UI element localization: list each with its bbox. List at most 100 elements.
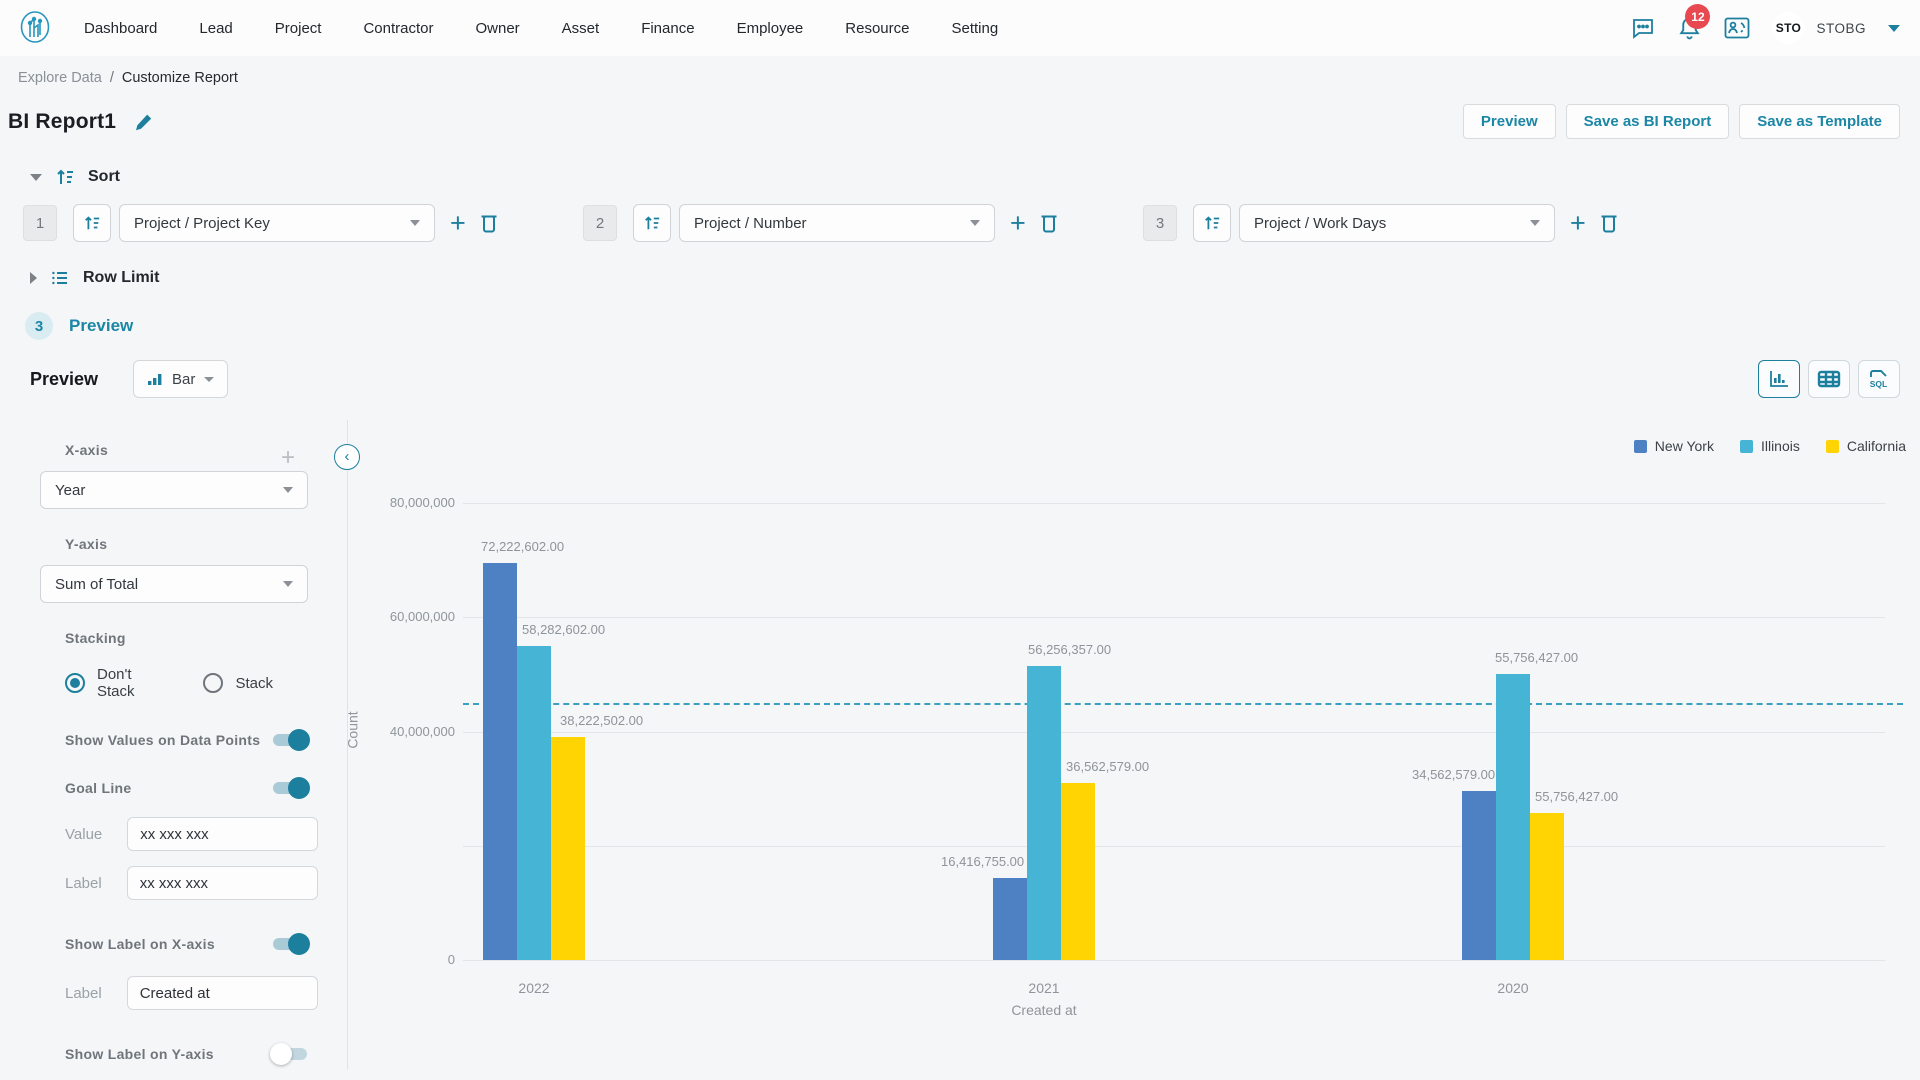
panel-collapse-button[interactable]: ‹ [334, 444, 360, 470]
bar-value-label: 55,756,427.00 [1495, 650, 1579, 666]
step-number-badge: 3 [25, 312, 53, 340]
sql-view-button[interactable]: SQL [1858, 360, 1900, 398]
table-view-button[interactable] [1808, 360, 1850, 398]
chat-icon[interactable] [1631, 16, 1655, 40]
radio-stack[interactable] [203, 673, 224, 693]
notifications-bell-icon[interactable]: 12 [1677, 4, 1711, 41]
save-template-button[interactable]: Save as Template [1739, 104, 1900, 139]
show-values-toggle[interactable] [273, 729, 310, 751]
user-menu-caret-icon[interactable] [1888, 24, 1900, 32]
nav-item-owner[interactable]: Owner [475, 19, 520, 37]
sort-row: 1 Project / Project Key + [23, 204, 583, 242]
save-bi-report-button[interactable]: Save as BI Report [1565, 104, 1730, 139]
sql-view-icon: SQL [1870, 370, 1887, 389]
nav-item-lead[interactable]: Lead [199, 19, 233, 37]
add-sort-button[interactable]: + [1010, 208, 1026, 238]
x-axis-select[interactable]: Year [40, 471, 308, 509]
legend-item-california[interactable]: California [1825, 438, 1906, 454]
y-axis-select-caret-icon [283, 581, 293, 587]
bar-illinois-2021[interactable] [1027, 665, 1061, 960]
breadcrumb-parent[interactable]: Explore Data [18, 70, 102, 86]
delete-sort-button[interactable] [479, 212, 499, 234]
show-label-y-toggle[interactable] [270, 1043, 307, 1065]
sort-order-badge: 1 [23, 205, 57, 241]
goal-line-label: Goal Line [65, 780, 132, 796]
x-axis-title: Created at [1011, 1002, 1077, 1018]
sort-row: 2 Project / Number + [583, 204, 1143, 242]
edit-title-pencil-icon[interactable] [134, 112, 154, 132]
legend-item-illinois[interactable]: Illinois [1739, 438, 1800, 454]
y-axis-value: Sum of Total [55, 575, 139, 593]
sort-direction-button[interactable] [1193, 204, 1231, 242]
user-name: STOBG [1816, 20, 1866, 36]
y-axis-select[interactable]: Sum of Total [40, 565, 308, 603]
y-tick-label: 60,000,000 [389, 609, 455, 625]
legend-item-new-york[interactable]: New York [1633, 438, 1714, 454]
chart-view-icon [1770, 371, 1788, 387]
grid-line [463, 617, 1885, 619]
add-sort-button[interactable]: + [1570, 208, 1586, 238]
sort-field-select[interactable]: Project / Project Key [119, 204, 435, 242]
bar-value-label: 36,562,579.00 [1066, 758, 1150, 774]
legend-label: Illinois [1760, 438, 1800, 454]
goal-line-toggle[interactable] [273, 777, 310, 799]
nav-item-contractor[interactable]: Contractor [363, 19, 434, 37]
bar-new-york-2020[interactable] [1462, 791, 1496, 960]
nav-item-asset[interactable]: Asset [561, 19, 600, 37]
legend-swatch [1825, 439, 1839, 453]
nav-item-resource[interactable]: Resource [845, 19, 910, 37]
bar-value-label: 58,282,602.00 [522, 621, 606, 637]
chart-legend: New York Illinois California [1633, 438, 1906, 454]
nav-item-dashboard[interactable]: Dashboard [84, 19, 158, 37]
x-axis-add-icon[interactable]: + [280, 444, 295, 471]
goal-value-input[interactable] [127, 817, 319, 851]
bar-california-2020[interactable] [1530, 812, 1564, 960]
bar-value-label: 38,222,502.00 [560, 713, 644, 729]
legend-swatch [1633, 439, 1647, 453]
radio-don-t-stack[interactable] [65, 673, 85, 693]
delete-sort-button[interactable] [1039, 212, 1059, 234]
delete-sort-button[interactable] [1599, 212, 1619, 234]
sort-field-select[interactable]: Project / Number [679, 204, 995, 242]
app-logo-icon[interactable] [20, 11, 50, 45]
bar-illinois-2022[interactable] [517, 645, 551, 960]
x-label-input[interactable] [126, 976, 318, 1010]
preview-button[interactable]: Preview [1462, 104, 1556, 139]
sort-field-select[interactable]: Project / Work Days [1239, 204, 1555, 242]
add-sort-button[interactable]: + [450, 208, 466, 238]
sort-direction-button[interactable] [633, 204, 671, 242]
stacking-label: Stacking [65, 630, 126, 646]
breadcrumb-separator: / [109, 70, 114, 86]
contact-card-icon[interactable] [1724, 16, 1750, 40]
bar-illinois-2020[interactable] [1496, 674, 1530, 960]
avatar[interactable]: STO [1772, 12, 1805, 44]
page-title: BI Report1 [8, 109, 117, 133]
x-axis-select-caret-icon [283, 487, 293, 493]
nav-item-finance[interactable]: Finance [641, 19, 695, 37]
sort-order-badge: 2 [583, 205, 617, 241]
bar-new-york-2021[interactable] [993, 878, 1027, 960]
nav-item-employee[interactable]: Employee [736, 19, 804, 37]
x-axis-label: X-axis [65, 442, 109, 458]
chart-view-button[interactable] [1758, 360, 1800, 398]
bar-new-york-2022[interactable] [483, 562, 517, 960]
nav-item-setting[interactable]: Setting [951, 19, 999, 37]
goal-label-input[interactable] [126, 866, 318, 900]
row-limit-collapse-caret-icon[interactable] [30, 272, 37, 284]
bar-california-2021[interactable] [1061, 782, 1095, 960]
bar-california-2022[interactable] [551, 737, 585, 960]
chart-type-dropdown[interactable]: Bar [133, 360, 229, 398]
y-tick-label: 80,000,000 [389, 495, 455, 510]
nav-item-project[interactable]: Project [274, 19, 322, 37]
sort-collapse-caret-icon[interactable] [30, 173, 42, 181]
nav-menu: Dashboard Lead Project Contractor Owner Asset… [84, 20, 998, 37]
chart-type-caret-icon [204, 376, 215, 382]
x-tick-label: 2021 [1028, 980, 1060, 996]
show-label-x-toggle[interactable] [273, 933, 310, 955]
show-label-x-label: Show Label on X-axis [65, 936, 215, 952]
sort-direction-button[interactable] [73, 204, 111, 242]
sort-field-value: Project / Number [694, 214, 807, 232]
y-tick-label: 0 [447, 952, 455, 967]
y-axis-title: Count [344, 710, 361, 749]
sort-select-caret-icon [410, 220, 420, 226]
